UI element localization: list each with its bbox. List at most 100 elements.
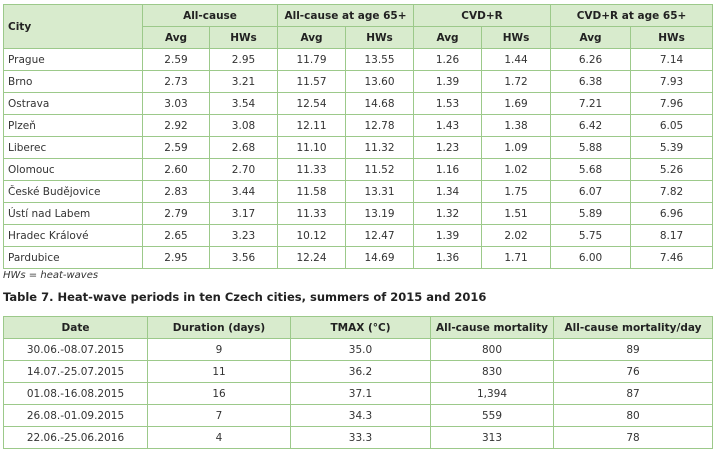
table-row: Hradec Králové 2.65 3.23 10.12 12.47 1.39 2.02… — [3, 224, 714, 247]
city-table: City All-cause All-cause at age 65+ CVD+R CV… — [3, 4, 714, 269]
table-cell: Pardubice — [3, 246, 143, 269]
table-cell: 2.79 — [142, 202, 210, 225]
table-cell: 13.19 — [344, 202, 415, 225]
table-cell: 13.31 — [344, 180, 415, 203]
table-cell: 3.08 — [209, 114, 278, 137]
table-cell: 2.59 — [142, 136, 210, 159]
table-row: Plzeň 2.92 3.08 12.11 12.78 1.43 1.38 6.42 6.05 — [3, 114, 714, 137]
table-cell: 1.69 — [481, 92, 552, 115]
table-cell: Ostrava — [3, 92, 143, 115]
table-cell: 22.06.-25.06.2016 — [3, 426, 148, 449]
table-cell: České Budějovice — [3, 180, 143, 203]
table-cell: 5.75 — [550, 224, 632, 247]
table-cell: 7.14 — [630, 48, 714, 71]
header-cell: HWs — [481, 26, 552, 49]
table-cell: 34.3 — [290, 404, 431, 427]
table-cell: 1.38 — [481, 114, 552, 137]
table-cell: 7.93 — [630, 70, 714, 93]
table-cell: 1.16 — [413, 158, 483, 181]
table-cell: 6.42 — [550, 114, 632, 137]
header-cell: All-cause at age 65+ — [276, 4, 415, 27]
table-cell: 1.36 — [413, 246, 483, 269]
table-cell: 1.39 — [413, 70, 483, 93]
header-row: City All-cause All-cause at age 65+ CVD+R CV… — [3, 4, 714, 49]
table-row: České Budějovice 2.83 3.44 11.58 13.31 1.34 1.… — [3, 180, 714, 203]
table-cell: 3.21 — [209, 70, 278, 93]
table-cell: 1.02 — [481, 158, 552, 181]
header-cell: Avg — [413, 26, 483, 49]
table-row: Brno 2.73 3.21 11.57 13.60 1.39 1.72 6.38 7.93 — [3, 70, 714, 93]
table-cell: 1.23 — [413, 136, 483, 159]
table-cell: 11.32 — [344, 136, 415, 159]
header-cell: Avg — [550, 26, 632, 49]
table-cell: 7.96 — [630, 92, 714, 115]
table-cell: 8.17 — [630, 224, 714, 247]
table-cell: 1.39 — [413, 224, 483, 247]
table-cell: 6.96 — [630, 202, 714, 225]
table-cell: 2.92 — [142, 114, 210, 137]
table-row: 22.06.-25.06.2016 4 33.3 313 78 — [3, 426, 713, 449]
table-cell: 11.58 — [277, 180, 346, 203]
table-cell: 87 — [553, 382, 713, 405]
table-cell: 6.26 — [550, 48, 632, 71]
table-cell: Olomouc — [3, 158, 143, 181]
table-cell: 78 — [553, 426, 713, 449]
table-cell: 830 — [430, 360, 554, 383]
table-cell: 5.26 — [630, 158, 714, 181]
header-row: Date Duration (days) TMAX (°C) All-cause mo… — [3, 316, 713, 339]
table-cell: 12.11 — [277, 114, 346, 137]
table-cell: 6.00 — [550, 246, 632, 269]
table-cell: 800 — [430, 338, 554, 361]
table-cell: Brno — [3, 70, 143, 93]
table-cell: 13.55 — [344, 48, 415, 71]
table-cell: 36.2 — [290, 360, 431, 383]
table-cell: 3.17 — [209, 202, 278, 225]
table-cell: 6.05 — [630, 114, 714, 137]
table-cell: 12.78 — [344, 114, 415, 137]
table-cell: 89 — [553, 338, 713, 361]
table-cell: 2.83 — [142, 180, 210, 203]
table-cell: 11.79 — [277, 48, 346, 71]
table-cell: 2.60 — [142, 158, 210, 181]
header-cell: All-cause mortality/day — [553, 316, 713, 339]
table-cell: 11.33 — [277, 158, 346, 181]
table-cell: 3.23 — [209, 224, 278, 247]
table-row: Olomouc 2.60 2.70 11.33 11.52 1.16 1.02 5.68 5.2… — [3, 158, 714, 181]
table-cell: 14.07.-25.07.2015 — [3, 360, 148, 383]
table-cell: Plzeň — [3, 114, 143, 137]
table-cell: 33.3 — [290, 426, 431, 449]
table-cell: 14.69 — [344, 246, 415, 269]
table-cell: 1.71 — [481, 246, 552, 269]
table-cell: 6.07 — [550, 180, 632, 203]
table-cell: 1,394 — [430, 382, 554, 405]
table-cell: 3.56 — [209, 246, 278, 269]
table-cell: 76 — [553, 360, 713, 383]
table-cell: 313 — [430, 426, 554, 449]
table-row: 01.08.-16.08.2015 16 37.1 1,394 87 — [3, 382, 713, 405]
table-row: 14.07.-25.07.2015 11 36.2 830 76 — [3, 360, 713, 383]
table-row: 30.06.-08.07.2015 9 35.0 800 89 — [3, 338, 713, 361]
table-cell: 16 — [147, 382, 291, 405]
header-cell: CVD+R at age 65+ — [550, 4, 714, 27]
table-cell: 6.38 — [550, 70, 632, 93]
table-cell: Prague — [3, 48, 143, 71]
table-cell: 10.12 — [277, 224, 346, 247]
table-cell: 2.73 — [142, 70, 210, 93]
table-cell: 26.08.-01.09.2015 — [3, 404, 148, 427]
table-cell: 11.52 — [344, 158, 415, 181]
table-cell: 9 — [147, 338, 291, 361]
table-cell: 2.02 — [481, 224, 552, 247]
header-cell: CVD+R — [413, 4, 552, 27]
table-cell: 80 — [553, 404, 713, 427]
table-cell: 1.44 — [481, 48, 552, 71]
header-cell: Avg — [277, 26, 346, 49]
header-cell: HWs — [209, 26, 278, 49]
table-cell: 1.26 — [413, 48, 483, 71]
table-cell: 30.06.-08.07.2015 — [3, 338, 148, 361]
table-cell: 7.21 — [550, 92, 632, 115]
header-cell: Duration (days) — [147, 316, 291, 339]
table-cell: 14.68 — [344, 92, 415, 115]
table-cell: 7 — [147, 404, 291, 427]
table-cell: Ústí nad Labem — [3, 202, 143, 225]
